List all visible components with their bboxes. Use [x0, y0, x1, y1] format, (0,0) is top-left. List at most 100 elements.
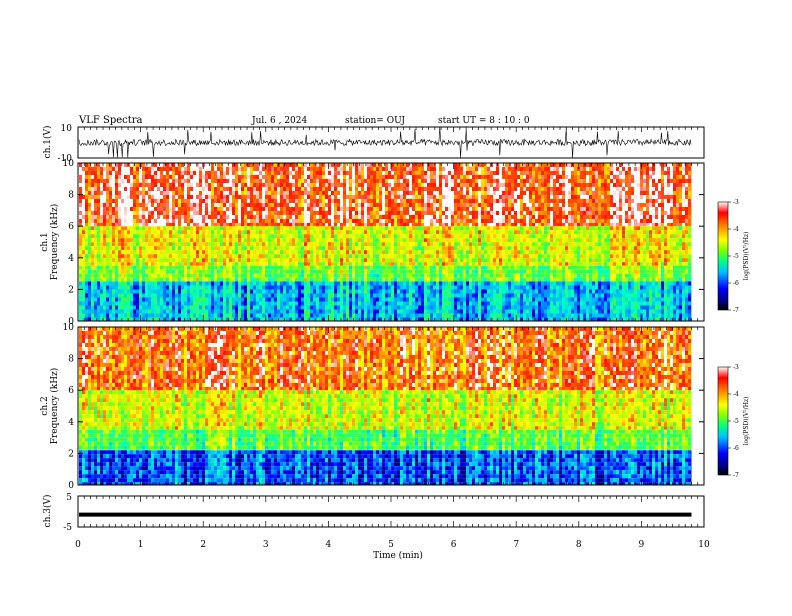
- spectrogram-cell: [334, 282, 337, 286]
- spectrogram-cell: [391, 187, 394, 191]
- spectrogram-cell: [229, 191, 232, 195]
- spectrogram-cell: [97, 278, 100, 282]
- spectrogram-cell: [442, 302, 445, 306]
- spectrogram-cell: [178, 234, 181, 238]
- spectrogram-cell: [430, 215, 433, 219]
- spectrogram-cell: [268, 203, 271, 207]
- spectrogram-cell: [322, 270, 325, 274]
- spectrogram-cell: [214, 290, 217, 294]
- spectrogram-cell: [145, 226, 148, 230]
- spectrogram-cell: [121, 314, 124, 318]
- spectrogram-cell: [415, 258, 418, 262]
- spectrogram-cell: [220, 246, 223, 250]
- spectrogram-cell: [409, 223, 412, 226]
- spectrogram-cell: [370, 242, 373, 246]
- spectrogram-cell: [421, 195, 424, 199]
- spectrogram-cell: [127, 306, 130, 310]
- spectrogram-cell: [388, 286, 391, 290]
- spectrogram-cell: [94, 167, 97, 171]
- spectrogram-cell: [193, 310, 196, 314]
- spectrogram-cell: [175, 286, 178, 290]
- spectrogram-cell: [103, 298, 106, 302]
- spectrogram-cell: [232, 274, 235, 278]
- spectrogram-cell: [94, 266, 97, 270]
- spectrogram-cell: [163, 223, 166, 226]
- spectrogram-cell: [367, 302, 370, 306]
- spectrogram-cell: [223, 278, 226, 282]
- spectrogram-cell: [196, 203, 199, 207]
- spectrogram-cell: [352, 167, 355, 171]
- spectrogram-cell: [400, 278, 403, 282]
- spectrogram-cell: [133, 258, 136, 262]
- spectrogram-cell: [337, 203, 340, 207]
- spectrogram-cell: [352, 250, 355, 254]
- spectrogram-cell: [277, 207, 280, 211]
- spectrogram-cell: [373, 230, 376, 234]
- spectrogram-cell: [415, 238, 418, 242]
- spectrogram-cell: [418, 294, 421, 298]
- spectrogram-cell: [262, 207, 265, 211]
- spectrogram-cell: [319, 318, 322, 322]
- spectrogram-cell: [325, 302, 328, 306]
- spectrogram-cell: [127, 294, 130, 298]
- spectrogram-cell: [154, 234, 157, 238]
- spectrogram-cell: [328, 187, 331, 191]
- spectrogram-cell: [292, 314, 295, 318]
- spectrogram-cell: [190, 246, 193, 250]
- spectrogram-cell: [319, 282, 322, 286]
- spectrogram-cell: [202, 270, 205, 274]
- spectrogram-cell: [298, 266, 301, 270]
- spectrogram-cell: [283, 254, 286, 258]
- spectrogram-cell: [82, 298, 85, 302]
- spectrogram-cell: [85, 258, 88, 262]
- spectrogram-cell: [418, 171, 421, 175]
- spectrogram-cell: [364, 171, 367, 175]
- spectrogram-cell: [319, 262, 322, 266]
- spectrogram-cell: [268, 254, 271, 258]
- spectrogram-cell: [124, 274, 127, 278]
- spectrogram-cell: [247, 175, 250, 179]
- spectrogram-cell: [211, 266, 214, 270]
- spectrogram-cell: [310, 294, 313, 298]
- spectrogram-cell: [100, 262, 103, 266]
- spectrogram-cell: [187, 223, 190, 226]
- spectrogram-cell: [178, 167, 181, 171]
- spectrogram-cell: [124, 223, 127, 226]
- spectrogram-cell: [190, 171, 193, 175]
- spectrogram-cell: [202, 266, 205, 270]
- spectrogram-cell: [223, 238, 226, 242]
- spectrogram-cell: [301, 179, 304, 183]
- spectrogram-cell: [190, 270, 193, 274]
- spectrogram-cell: [262, 179, 265, 183]
- spectrogram-cell: [361, 191, 364, 195]
- spectrogram-cell: [175, 211, 178, 215]
- spectrogram-cell: [172, 286, 175, 290]
- spectrogram-cell: [283, 274, 286, 278]
- spectrogram-cell: [79, 171, 82, 175]
- spectrogram-cell: [139, 306, 142, 310]
- spectrogram-cell: [142, 314, 145, 318]
- spectrogram-cell: [427, 187, 430, 191]
- spectrogram-cell: [445, 191, 448, 195]
- spectrogram-cell: [448, 215, 451, 219]
- spectrogram-cell: [91, 207, 94, 211]
- spectrogram-cell: [244, 314, 247, 318]
- spectrogram-cell: [253, 234, 256, 238]
- spectrogram-cell: [406, 278, 409, 282]
- spectrogram-cell: [334, 234, 337, 238]
- spectrogram-cell: [250, 278, 253, 282]
- spectrogram-cell: [82, 234, 85, 238]
- spectrogram-cell: [223, 274, 226, 278]
- spectrogram-cell: [208, 290, 211, 294]
- spectrogram-cell: [265, 203, 268, 207]
- spectrogram-cell: [418, 183, 421, 187]
- spectrogram-cell: [232, 234, 235, 238]
- spectrogram-cell: [439, 262, 442, 266]
- spectrogram-cell: [211, 211, 214, 215]
- spectrogram-cell: [409, 266, 412, 270]
- spectrogram-cell: [334, 215, 337, 219]
- spectrogram-cell: [121, 302, 124, 306]
- spectrogram-cell: [106, 262, 109, 266]
- spectrogram-cell: [424, 270, 427, 274]
- spectrogram-cell: [196, 294, 199, 298]
